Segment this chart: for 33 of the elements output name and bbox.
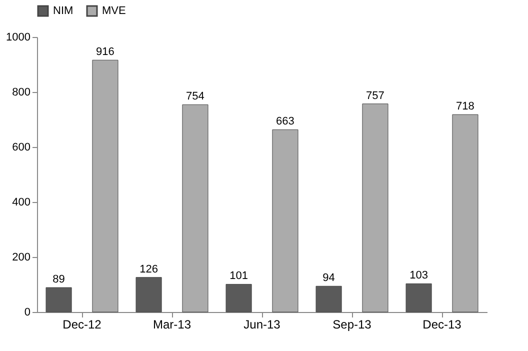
data-label: 663 [276, 116, 294, 128]
bar [92, 60, 118, 312]
data-label: 94 [322, 272, 335, 284]
x-tick-label: Mar-13 [152, 318, 192, 332]
data-label: 126 [140, 263, 158, 276]
bar [452, 114, 478, 312]
x-tick-label: Dec-13 [422, 318, 462, 332]
data-label: 757 [366, 90, 384, 102]
bar [182, 104, 208, 312]
y-tick-label: 800 [12, 86, 30, 98]
data-label: 916 [96, 46, 114, 58]
bar [272, 129, 298, 312]
data-label: 718 [456, 100, 474, 113]
data-label: 89 [52, 274, 65, 286]
x-tick-label: Dec-12 [62, 318, 102, 332]
y-tick-label: 1000 [6, 32, 30, 44]
y-tick-label: 0 [24, 306, 30, 318]
bar [46, 287, 72, 312]
y-tick-label: 600 [12, 142, 30, 154]
legend-label: MVE [102, 5, 126, 17]
bar [316, 286, 342, 312]
legend-label: NIM [53, 5, 74, 17]
y-tick-label: 200 [12, 252, 30, 264]
bar [406, 283, 432, 312]
data-label: 101 [230, 270, 248, 282]
y-tick-label: 400 [12, 196, 30, 208]
data-label: 103 [410, 270, 428, 282]
x-tick-label: Jun-13 [244, 318, 281, 332]
bar [136, 277, 162, 312]
bar [362, 104, 388, 312]
x-tick-label: Sep-13 [332, 318, 372, 332]
bar [226, 284, 252, 312]
data-label: 754 [186, 90, 204, 103]
